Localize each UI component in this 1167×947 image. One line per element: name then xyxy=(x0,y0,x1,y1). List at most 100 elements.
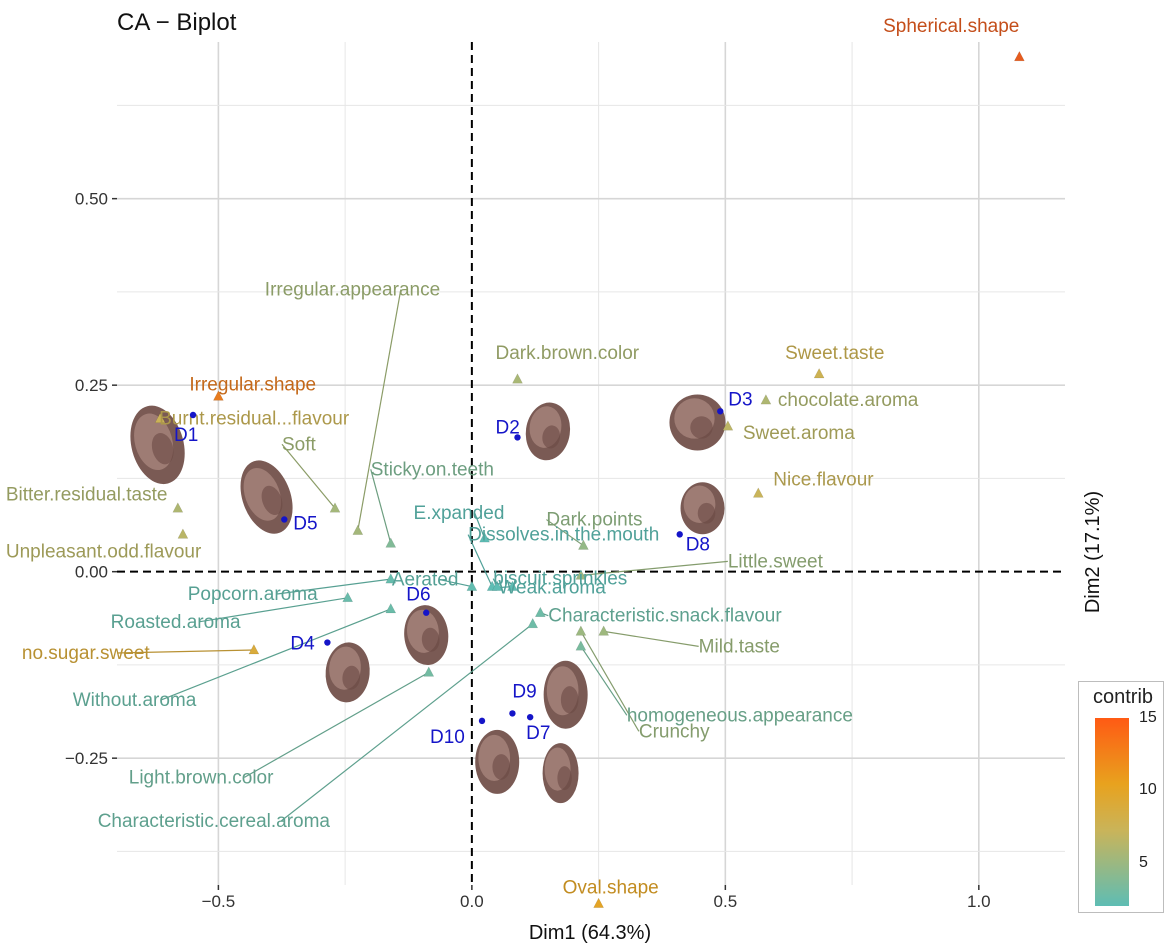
snack-image xyxy=(542,743,579,804)
column-point-label: Irregular.appearance xyxy=(265,280,440,301)
column-point-marker xyxy=(423,666,435,677)
label-leader xyxy=(244,671,430,778)
column-point-marker xyxy=(212,390,224,401)
column-point-marker xyxy=(491,580,503,591)
column-point-marker xyxy=(342,591,354,603)
column-point-marker xyxy=(575,625,587,636)
column-point-marker xyxy=(593,897,605,908)
column-point-label: biscuit.sprinkles xyxy=(493,569,627,590)
y-tick-label: 0.00 xyxy=(75,563,108,582)
snack-image xyxy=(240,460,293,534)
row-point-label: D8 xyxy=(686,534,710,555)
column-point-label: Popcorn.aroma xyxy=(188,584,318,605)
row-point-marker xyxy=(423,609,430,616)
plot-panel xyxy=(117,42,1065,885)
reference-lines xyxy=(117,42,1065,885)
column-point-marker xyxy=(575,640,587,651)
snack-image-shade xyxy=(342,665,361,690)
column-point-label: Without.aroma xyxy=(73,690,197,711)
snack-image-shade xyxy=(557,766,572,791)
column-point-label: no.sugar.sweet xyxy=(22,643,151,664)
row-point-label: D10 xyxy=(430,727,465,748)
snack-image xyxy=(525,402,571,461)
x-tick-label: 0.0 xyxy=(460,892,484,911)
x-tick-label: 1.0 xyxy=(967,892,991,911)
column-point-label: Aerated xyxy=(392,570,459,591)
row-point-label: D3 xyxy=(728,389,752,410)
y-tick-label: −0.25 xyxy=(65,749,108,768)
label-leader xyxy=(198,597,348,623)
y-axis-label: Dim2 (17.1%) xyxy=(1082,491,1104,613)
column-point-marker xyxy=(172,502,184,513)
snack-image xyxy=(325,642,370,703)
legend-tick-label: 5 xyxy=(1139,853,1148,871)
column-point-label: Sweet.taste xyxy=(785,343,884,364)
legend-tick-label: 15 xyxy=(1139,709,1157,726)
column-point-marker xyxy=(1013,50,1025,62)
column-point-label: Little.sweet xyxy=(728,551,824,572)
column-point-marker xyxy=(527,617,539,629)
column-point-label: homogeneous.appearance xyxy=(627,705,853,726)
column-point-marker xyxy=(329,502,341,513)
column-point-label: Dissolves.in.the.mouth xyxy=(468,525,659,546)
row-point-marker xyxy=(526,713,534,721)
column-point-marker xyxy=(385,537,397,548)
label-leader xyxy=(281,443,336,509)
row-points: D1 D2 D3 D4 D5 D6 D7 D8 D9 D10 xyxy=(174,389,753,748)
column-point-label: Sweet.aroma xyxy=(743,423,855,444)
column-point-label: Bitter.residual.taste xyxy=(6,484,168,505)
legend-colorbar xyxy=(1095,718,1129,906)
column-point-label: Soft xyxy=(282,434,317,455)
column-point-marker xyxy=(385,573,397,584)
legend-title: contrib xyxy=(1093,686,1154,708)
row-point-marker xyxy=(509,710,516,717)
column-point-label: Oval.shape xyxy=(563,878,659,899)
column-point-marker xyxy=(598,625,610,636)
snack-image-shade xyxy=(697,502,716,524)
column-point-label: Roasted.aroma xyxy=(111,612,241,633)
column-point-label: Light.brown.color xyxy=(129,767,274,788)
column-point-marker xyxy=(512,373,523,384)
y-tick-label: 0.25 xyxy=(75,376,108,395)
column-point-label: Irregular.shape xyxy=(189,374,316,395)
column-point-label: Sticky.on.teeth xyxy=(371,459,494,480)
snack-image xyxy=(680,482,725,535)
snack-image xyxy=(475,729,520,794)
column-point-label: Mild.taste xyxy=(699,636,780,657)
column-point-label: Spherical.shape xyxy=(883,16,1019,37)
label-leader xyxy=(546,519,584,547)
column-point-marker xyxy=(177,528,189,539)
row-point-marker xyxy=(514,434,521,441)
label-leader xyxy=(357,289,402,531)
column-point-label: Unpleasant.odd.flavour xyxy=(6,541,202,562)
label-leader xyxy=(580,631,640,732)
column-point-marker xyxy=(752,487,764,498)
snack-image xyxy=(543,660,588,729)
column-point-marker xyxy=(760,394,772,405)
row-point-marker xyxy=(324,639,331,646)
row-point-label: D2 xyxy=(495,417,519,438)
column-point-marker xyxy=(154,412,166,423)
column-point-marker xyxy=(385,602,397,614)
row-point-label: D7 xyxy=(526,723,550,744)
chart-title: CA − Biplot xyxy=(117,9,237,36)
row-point-label: D6 xyxy=(406,585,430,606)
column-point-label: Nice.flavour xyxy=(773,469,874,490)
column-point-marker xyxy=(352,524,364,535)
color-legend: contrib 5 10 15 xyxy=(1078,681,1164,913)
snack-image-shade xyxy=(261,485,283,516)
x-axis-label: Dim1 (64.3%) xyxy=(529,922,651,944)
row-point-marker xyxy=(676,531,683,538)
axes: −0.5 0.0 0.5 1.0 0.50 0.25 0.00 −0.25 xyxy=(65,190,991,911)
x-tick-label: −0.5 xyxy=(202,892,236,911)
column-point-label: Weak.aroma xyxy=(498,578,606,599)
legend-tick-label: 10 xyxy=(1139,781,1157,799)
column-point-label: Characteristic.snack.flavour xyxy=(548,606,782,627)
label-leader xyxy=(280,623,534,822)
label-leader xyxy=(580,560,728,576)
snack-image xyxy=(669,394,726,451)
column-point-marker xyxy=(248,643,260,655)
snack-image-shade xyxy=(492,754,511,780)
row-point-label: D4 xyxy=(290,634,315,655)
